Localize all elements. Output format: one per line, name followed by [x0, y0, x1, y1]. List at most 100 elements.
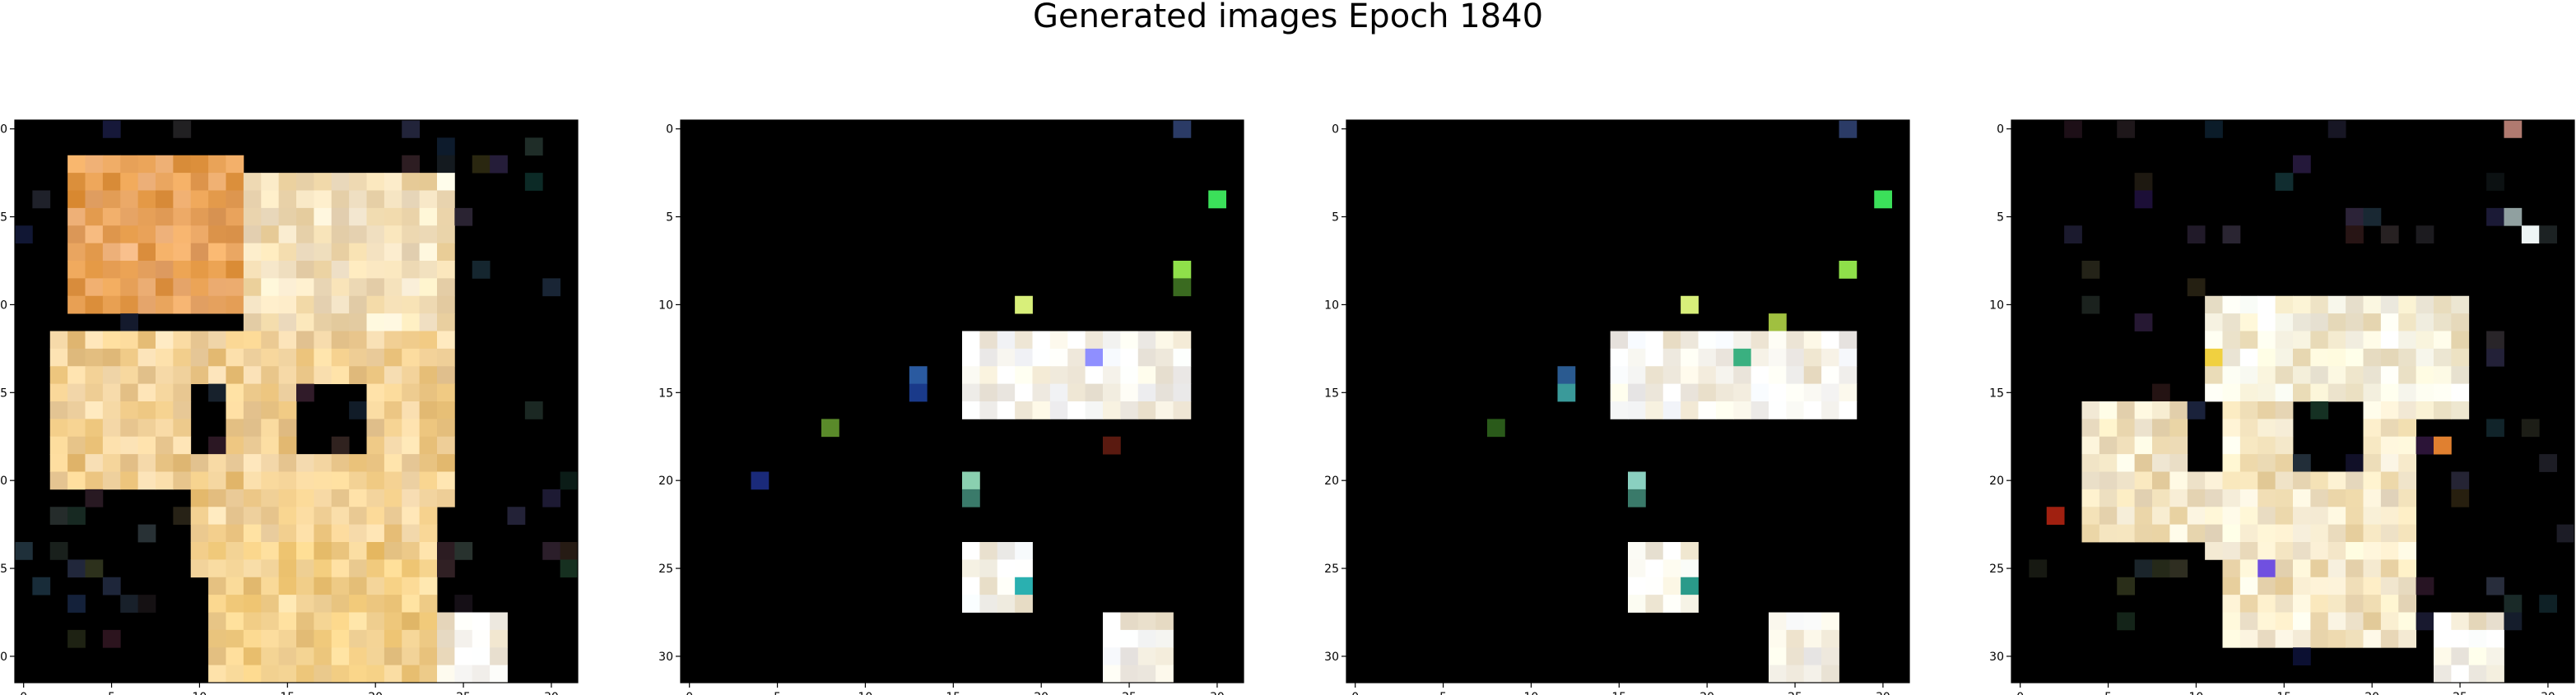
image-pixel	[419, 665, 438, 683]
image-pixel	[454, 647, 473, 666]
image-pixel	[1173, 401, 1192, 419]
image-pixel	[102, 261, 121, 279]
image-pixel	[349, 612, 367, 631]
image-pixel	[384, 629, 402, 648]
image-pixel	[1137, 331, 1156, 350]
image-pixel	[2363, 577, 2382, 595]
image-pixel	[2434, 665, 2452, 683]
image-pixel	[402, 173, 421, 191]
image-pixel	[85, 454, 104, 472]
image-pixel	[402, 471, 421, 490]
image-pixel	[560, 559, 579, 578]
image-pixel	[2451, 629, 2470, 648]
y-tick-label: 5	[0, 211, 7, 225]
image-pixel	[278, 489, 297, 507]
image-pixel	[384, 542, 402, 560]
image-pixel	[120, 454, 139, 472]
image-pixel	[137, 295, 156, 314]
image-pixel	[2081, 489, 2100, 507]
image-pixel	[997, 383, 1016, 402]
image-pixel	[296, 295, 314, 314]
image-pixel	[49, 471, 68, 490]
image-pixel	[1698, 401, 1717, 419]
image-pixel	[208, 629, 226, 648]
image-pixel	[2451, 489, 2470, 507]
image-pixel	[366, 419, 385, 438]
image-pixel	[137, 419, 156, 438]
image-pixel	[437, 348, 455, 367]
image-pixel	[67, 190, 86, 209]
image-pixel	[2257, 524, 2276, 543]
image-pixel	[419, 401, 438, 419]
image-pixel	[1803, 629, 1822, 648]
image-pixel	[296, 331, 314, 350]
image-pixel	[402, 419, 421, 438]
image-pixel	[1803, 383, 1822, 402]
image-pixel	[384, 454, 402, 472]
image-pixel	[314, 489, 332, 507]
image-pixel	[156, 190, 174, 209]
image-pixel	[2257, 595, 2276, 613]
image-pixel	[331, 489, 350, 507]
image-pixel	[2257, 489, 2276, 507]
image-pixel	[2327, 383, 2346, 402]
image-pixel	[278, 225, 297, 244]
image-pixel	[419, 419, 438, 438]
image-pixel	[226, 295, 244, 314]
image-pixel	[2134, 524, 2153, 543]
image-pixel	[331, 507, 350, 526]
image-pixel	[120, 207, 139, 226]
image-pixel	[1733, 331, 1752, 350]
x-tick-label: 20	[368, 691, 383, 695]
x-tick-label: 25	[1122, 691, 1137, 695]
image-pixel	[419, 278, 438, 297]
image-pixel	[226, 542, 244, 560]
image-pixel	[1662, 595, 1681, 613]
image-pixel	[156, 155, 174, 174]
image-pixel	[2486, 419, 2504, 438]
image-pixel	[1610, 366, 1629, 385]
image-pixel	[366, 173, 385, 191]
image-pixel	[1786, 647, 1805, 666]
image-pixel	[278, 612, 297, 631]
image-pixel	[278, 173, 297, 191]
image-pixel	[190, 348, 209, 367]
image-pixel	[437, 313, 455, 331]
image-pixel	[1103, 612, 1121, 631]
image-pixel	[419, 454, 438, 472]
image-pixel	[490, 665, 508, 683]
image-pixel	[2275, 507, 2294, 526]
image-pixel	[190, 243, 209, 262]
image-pixel	[226, 577, 244, 595]
image-pixel	[1067, 331, 1086, 350]
image-pixel	[2081, 471, 2100, 490]
image-pixel	[226, 612, 244, 631]
image-pixel	[85, 331, 104, 350]
image-pixel	[331, 524, 350, 543]
image-pixel	[2222, 295, 2241, 314]
image-pixel	[2257, 559, 2276, 578]
image-pixel	[243, 471, 262, 490]
image-pixel	[120, 155, 139, 174]
image-pixel	[2117, 577, 2136, 595]
image-pixel	[1681, 542, 1699, 560]
image-pixel	[2293, 507, 2311, 526]
image-pixel	[2451, 366, 2470, 385]
axes-frame	[14, 119, 579, 683]
image-pixel	[2398, 295, 2417, 314]
image-pixel	[2257, 348, 2276, 367]
image-pixel	[2363, 542, 2382, 560]
image-pixel	[2293, 331, 2311, 350]
image-pixel	[2416, 577, 2434, 595]
image-pixel	[1032, 348, 1051, 367]
image-pixel	[2346, 612, 2364, 631]
image-pixel	[1662, 401, 1681, 419]
image-pixel	[349, 577, 367, 595]
image-panel-4: 0 5 10 15 20 25 30 0 5 10 15 20 25 30	[1989, 119, 2575, 695]
image-pixel	[419, 331, 438, 350]
image-pixel	[2310, 471, 2329, 490]
image-pixel	[437, 295, 455, 314]
image-pixel	[2275, 612, 2294, 631]
image-pixel	[314, 471, 332, 490]
image-pixel	[85, 295, 104, 314]
